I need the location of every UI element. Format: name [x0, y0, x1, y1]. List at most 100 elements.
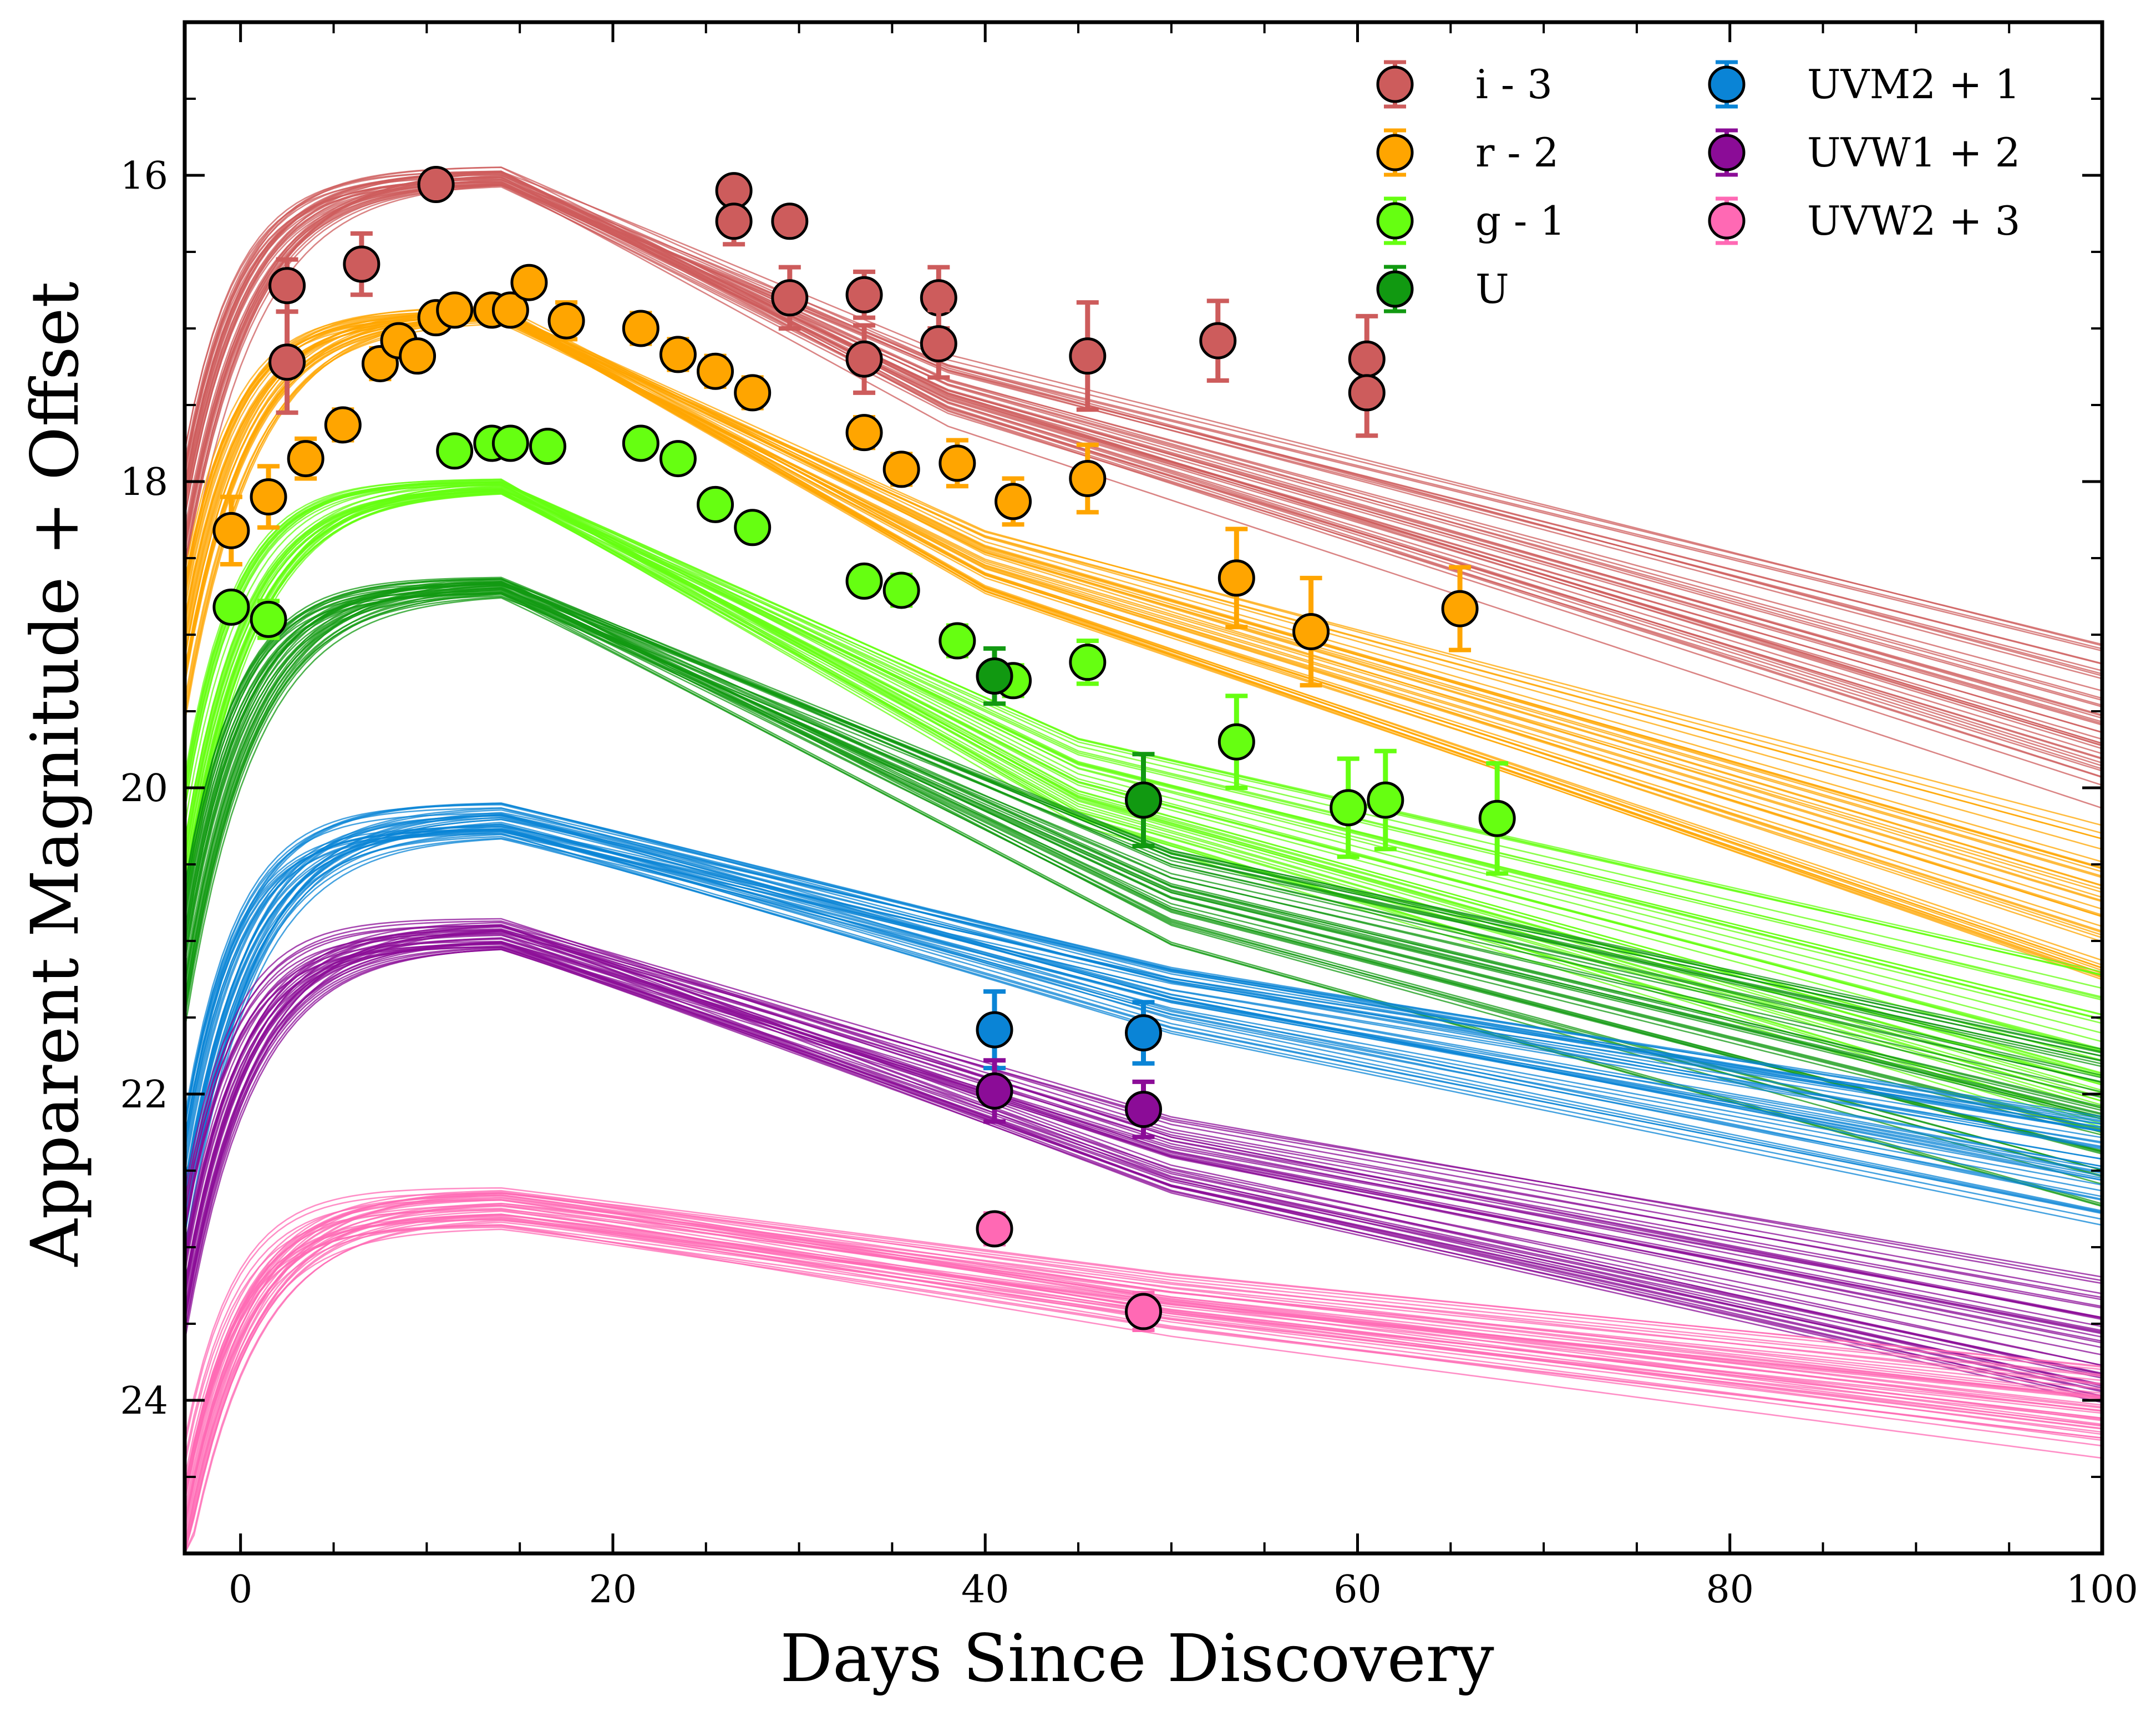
data-point	[845, 340, 883, 378]
model-curve	[184, 1197, 2103, 1522]
model-curve	[184, 826, 2103, 1151]
data-point	[939, 444, 976, 482]
axes-layer: 0 20 40 60 80 100 16 18 20 22 24	[120, 20, 2138, 1612]
x-tick-label: 60	[1333, 1568, 1382, 1612]
model-curve	[184, 176, 2103, 755]
data-point	[771, 203, 809, 240]
data-point	[1125, 1293, 1162, 1330]
model-curve	[184, 1204, 2103, 1554]
data-point	[845, 414, 883, 452]
data-point	[1125, 1014, 1162, 1052]
data-point	[1069, 337, 1107, 375]
model-curve	[184, 812, 2103, 1222]
data-point	[212, 588, 250, 626]
model-curve	[184, 172, 2103, 750]
model-curve	[184, 185, 2103, 772]
model-curve	[184, 482, 2103, 976]
data-series-7	[976, 1210, 1162, 1333]
model-curve	[184, 944, 2103, 1366]
model-curve	[184, 176, 2103, 778]
data-point	[1199, 322, 1237, 360]
x-tick-label: 80	[1706, 1568, 1754, 1612]
model-curves-1	[184, 166, 2103, 809]
data-point	[491, 424, 529, 462]
data-point	[1367, 781, 1404, 819]
model-curve	[184, 941, 2103, 1391]
model-curve	[184, 1192, 2103, 1515]
model-curve	[184, 938, 2103, 1342]
model-curve	[184, 171, 2103, 767]
data-point	[250, 478, 287, 516]
data-series-4	[976, 646, 1162, 848]
data-point	[268, 267, 306, 305]
data-points-layer	[212, 166, 1516, 1333]
data-point	[212, 512, 250, 549]
model-curve	[184, 1217, 2103, 1554]
data-point	[1478, 799, 1516, 837]
data-point	[1217, 559, 1255, 597]
data-series-5	[976, 989, 1162, 1071]
data-point	[250, 600, 287, 638]
legend-entry-6: UVW1 + 2	[1708, 128, 2020, 177]
model-curve	[184, 1208, 2103, 1534]
data-point	[659, 440, 697, 478]
y-tick-label: 16	[120, 154, 168, 198]
legend-label: i - 3	[1475, 61, 1553, 108]
model-curve	[184, 824, 2103, 1199]
data-point	[882, 571, 920, 609]
data-point	[771, 279, 809, 317]
legend-entry-5: UVM2 + 1	[1708, 60, 2020, 109]
data-point	[976, 657, 1013, 695]
data-point	[287, 440, 324, 478]
data-series-1	[268, 166, 1386, 438]
legend-label: U	[1475, 266, 1509, 312]
model-curve	[184, 481, 2103, 989]
model-curve	[184, 1226, 2103, 1488]
model-curve	[184, 179, 2103, 708]
model-curve	[184, 809, 2103, 1194]
data-point	[1069, 459, 1107, 497]
model-curve	[184, 172, 2103, 719]
legend-entry-4: U	[1376, 265, 1509, 313]
model-curve	[184, 181, 2103, 716]
data-point	[659, 336, 697, 373]
data-point	[1441, 590, 1479, 627]
model-curve	[184, 929, 2103, 1375]
x-tick-label: 40	[961, 1568, 1009, 1612]
model-curve	[184, 933, 2103, 1344]
data-point	[920, 325, 957, 363]
data-point	[324, 406, 362, 444]
data-point	[1330, 789, 1367, 827]
data-series-2	[212, 264, 1479, 688]
data-point	[529, 428, 566, 465]
legend-marker	[1708, 134, 1746, 171]
model-curve	[184, 178, 2103, 723]
legend-marker	[1708, 202, 1746, 240]
model-curve	[184, 488, 2103, 975]
data-point	[268, 343, 306, 381]
legend-marker	[1708, 65, 1746, 103]
model-curve	[184, 580, 2103, 1118]
model-curve	[184, 1196, 2103, 1501]
data-point	[343, 245, 381, 283]
model-curve	[184, 1189, 2103, 1499]
model-curve	[184, 481, 2103, 976]
legend-label: UVM2 + 1	[1807, 61, 2020, 108]
model-curve	[184, 310, 2103, 966]
legend-marker	[1376, 65, 1414, 103]
data-point	[734, 374, 772, 412]
data-point	[491, 291, 529, 329]
data-point	[734, 509, 772, 546]
model-curve	[184, 812, 2103, 1177]
model-curve	[184, 171, 2103, 786]
legend-label: UVW1 + 2	[1807, 129, 2020, 176]
data-point	[976, 1210, 1013, 1248]
data-point	[622, 310, 660, 347]
model-curve	[184, 1199, 2103, 1488]
y-tick-label: 24	[120, 1379, 168, 1423]
data-point	[1125, 1091, 1162, 1128]
legend-entry-2: r - 2	[1376, 128, 1559, 177]
model-curve	[184, 807, 2103, 1191]
legend-entry-7: UVW2 + 3	[1708, 196, 2020, 245]
